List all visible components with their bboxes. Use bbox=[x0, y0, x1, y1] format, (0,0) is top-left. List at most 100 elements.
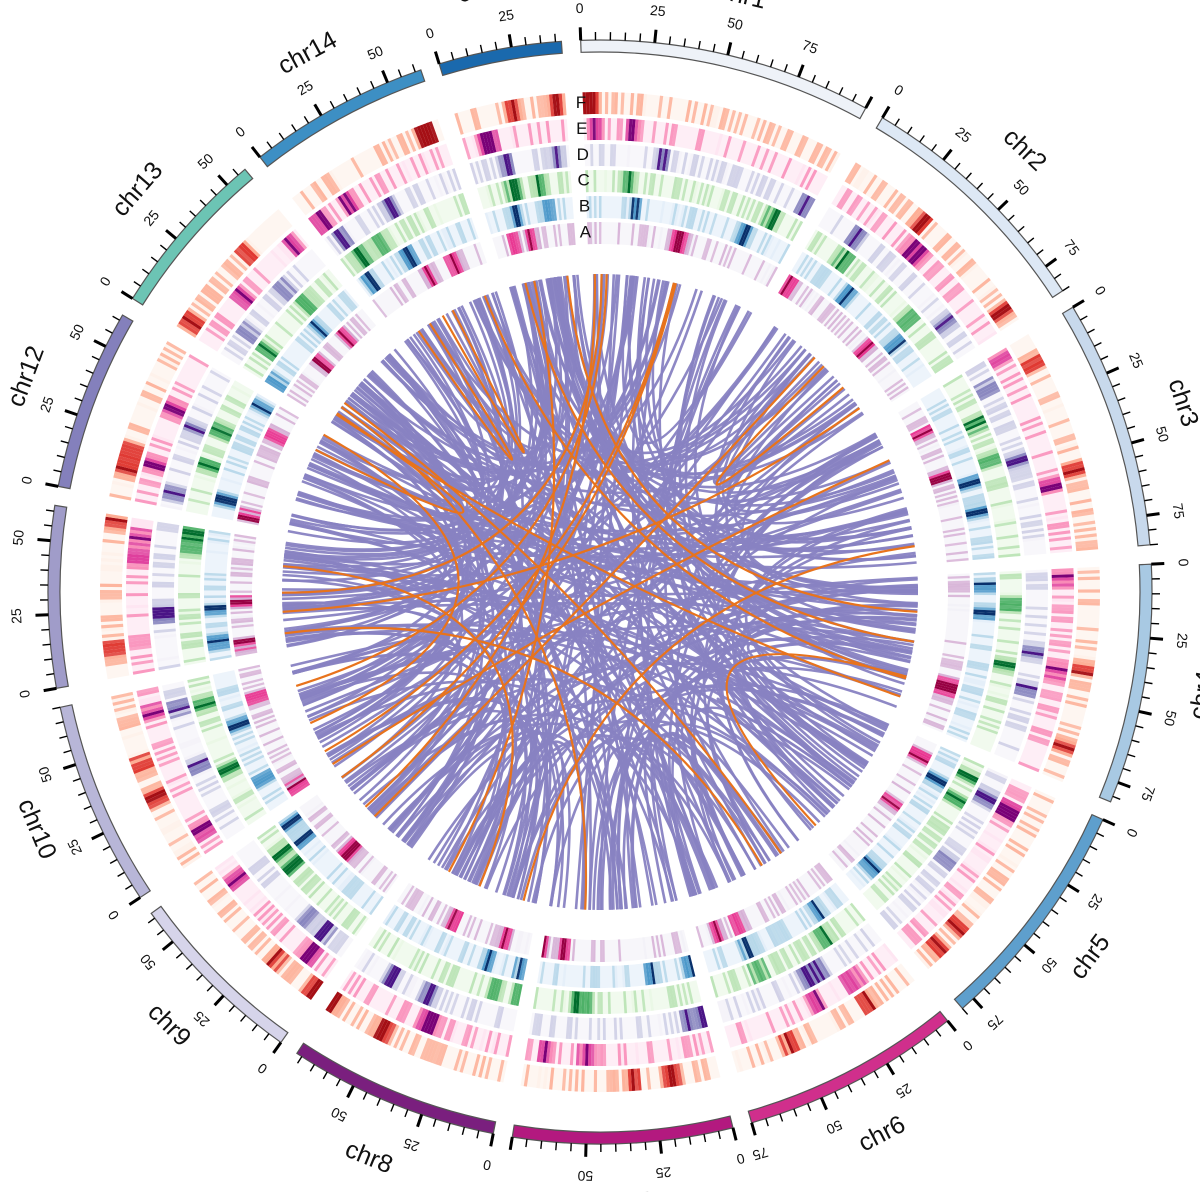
heat-cell bbox=[377, 931, 392, 952]
link bbox=[539, 279, 909, 672]
heat-cell bbox=[195, 827, 216, 842]
heat-cell bbox=[939, 887, 959, 905]
heat-cell bbox=[401, 218, 414, 240]
heat-cell bbox=[995, 649, 1018, 656]
heat-cell bbox=[551, 146, 557, 169]
heat-cell bbox=[708, 213, 718, 235]
heat-cell bbox=[230, 601, 253, 605]
heat-cell bbox=[183, 656, 206, 663]
heat-cell bbox=[552, 224, 558, 247]
heat-cell bbox=[285, 235, 303, 254]
tick-mark bbox=[313, 103, 323, 117]
heat-cell bbox=[932, 232, 950, 251]
heat-cell bbox=[933, 688, 956, 697]
heat-cell bbox=[482, 132, 491, 155]
heat-cell bbox=[213, 314, 234, 330]
heat-cell bbox=[968, 427, 990, 439]
link bbox=[645, 278, 918, 605]
heat-cell bbox=[407, 1033, 420, 1055]
heat-cell bbox=[279, 811, 299, 827]
heat-cell bbox=[223, 467, 246, 477]
heat-cell bbox=[159, 414, 182, 426]
heat-cell bbox=[1051, 574, 1074, 578]
tick-mark bbox=[1112, 795, 1121, 800]
heat-cell bbox=[291, 826, 311, 843]
heat-cell bbox=[988, 409, 1011, 421]
heat-cell bbox=[931, 933, 950, 952]
heat-cell bbox=[737, 140, 747, 163]
heat-cell bbox=[930, 354, 951, 370]
heat-cell bbox=[250, 404, 271, 417]
heat-cell bbox=[240, 500, 263, 508]
heat-cell bbox=[294, 903, 312, 922]
heat-cell bbox=[957, 768, 979, 781]
tick-mark bbox=[1053, 273, 1062, 280]
tick-mark bbox=[105, 328, 113, 334]
heat-cell bbox=[283, 237, 301, 256]
heat-cell bbox=[551, 1041, 557, 1064]
heat-cell bbox=[874, 804, 894, 820]
heat-cell bbox=[401, 973, 414, 995]
heat-cell bbox=[956, 867, 976, 884]
heat-cell bbox=[181, 429, 204, 440]
heat-cell bbox=[1077, 589, 1100, 593]
heat-cell bbox=[244, 688, 267, 698]
heat-cell bbox=[949, 916, 968, 934]
heat-cell bbox=[907, 885, 926, 903]
heat-cell bbox=[750, 989, 762, 1012]
heat-cell bbox=[293, 828, 312, 845]
heat-cell bbox=[752, 202, 764, 224]
heat-cell bbox=[1006, 457, 1029, 468]
heat-cell bbox=[1041, 488, 1064, 496]
heat-cell bbox=[724, 998, 735, 1021]
tick-label: 25 bbox=[649, 2, 666, 19]
heat-cell bbox=[453, 1048, 463, 1071]
heat-cell bbox=[536, 227, 543, 250]
heat-cell bbox=[895, 308, 915, 325]
heat-cell bbox=[589, 965, 593, 988]
heat-cell bbox=[794, 163, 807, 186]
heat-cell bbox=[307, 805, 327, 821]
heat-cell bbox=[588, 1043, 592, 1066]
heat-cell bbox=[497, 155, 506, 178]
tick-mark bbox=[72, 777, 81, 782]
heat-cell bbox=[845, 258, 861, 278]
heat-cell bbox=[251, 402, 272, 415]
heat-cell bbox=[255, 718, 277, 729]
heat-cell bbox=[417, 1009, 430, 1031]
heat-cell bbox=[802, 994, 815, 1016]
heat-cell bbox=[853, 932, 869, 953]
heat-cell bbox=[453, 911, 465, 933]
heat-cell bbox=[973, 572, 996, 576]
heat-cell bbox=[1037, 702, 1060, 712]
heat-cell bbox=[601, 118, 605, 141]
heat-cell bbox=[273, 845, 292, 862]
heat-cell bbox=[510, 232, 519, 255]
heat-cell bbox=[804, 169, 818, 191]
heat-cell bbox=[743, 1019, 754, 1042]
heat-cell bbox=[567, 990, 572, 1013]
heat-cell bbox=[842, 290, 859, 309]
heat-cell bbox=[132, 668, 155, 675]
tick-label: 50 bbox=[328, 1104, 349, 1125]
heat-cell bbox=[139, 700, 162, 709]
tick-mark bbox=[658, 1140, 663, 1154]
heat-cell bbox=[591, 222, 595, 245]
heat-cell bbox=[667, 1012, 675, 1035]
heat-cell bbox=[370, 236, 385, 257]
heat-cell bbox=[838, 1004, 852, 1026]
heat-cell bbox=[231, 621, 254, 627]
heat-cell bbox=[457, 221, 468, 244]
heat-cell bbox=[614, 965, 618, 988]
heat-cell bbox=[569, 1043, 575, 1066]
heat-cell bbox=[387, 1024, 400, 1046]
heat-cell bbox=[966, 664, 989, 672]
heat-cell bbox=[960, 485, 983, 494]
heat-cell bbox=[1071, 511, 1094, 518]
track-background bbox=[583, 117, 829, 196]
tick-label: 25 bbox=[497, 6, 515, 24]
heat-cell bbox=[220, 263, 240, 281]
heat-cell bbox=[326, 862, 344, 880]
heat-cell bbox=[429, 900, 442, 922]
heat-cell bbox=[529, 96, 536, 119]
